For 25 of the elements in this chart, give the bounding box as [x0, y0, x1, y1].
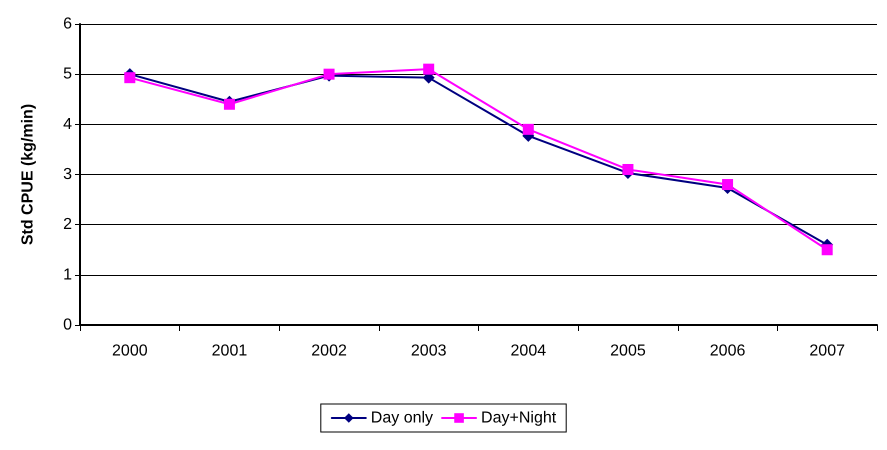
- point: [622, 164, 634, 175]
- y-tick-label: 6: [63, 16, 72, 32]
- x-tick-label: 2006: [710, 342, 746, 360]
- point: [224, 98, 235, 110]
- point: [124, 72, 136, 84]
- y-tick-label: 4: [63, 116, 72, 133]
- y-axis-title: Std CPUE (kg/min): [20, 104, 36, 246]
- y-tick-label: 2: [63, 216, 72, 234]
- x-tick-label: 2002: [311, 342, 347, 360]
- point: [722, 179, 734, 190]
- y-tick-label: 0: [63, 316, 72, 334]
- x-tick-label: 2000: [112, 342, 148, 360]
- x-tick-label: 2003: [410, 342, 447, 360]
- y-tick-label: 3: [63, 166, 72, 183]
- y-tick-label: 1: [63, 266, 72, 284]
- y-tick-label: 5: [63, 66, 72, 83]
- legend-label: Day only: [370, 410, 434, 426]
- x-tick-label: 2004: [510, 342, 546, 360]
- x-tick-label: 2005: [610, 342, 646, 360]
- point: [822, 244, 833, 256]
- legend-label: Day+Night: [481, 410, 557, 426]
- point: [522, 124, 534, 135]
- point: [423, 64, 434, 75]
- x-tick-label: 2001: [212, 342, 248, 360]
- x-tick-label: 2007: [809, 342, 846, 360]
